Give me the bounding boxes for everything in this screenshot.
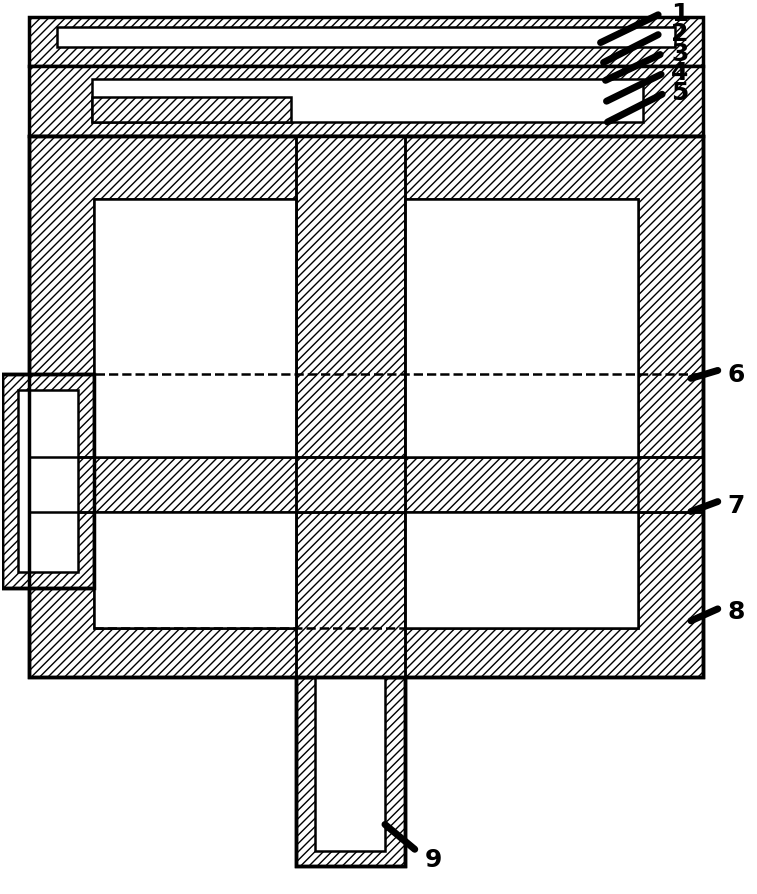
Bar xyxy=(405,199,638,628)
Bar xyxy=(295,137,405,678)
Text: 8: 8 xyxy=(727,599,745,623)
Bar xyxy=(57,28,675,47)
Bar xyxy=(94,512,295,628)
Bar xyxy=(92,80,643,123)
Bar xyxy=(405,512,638,628)
Bar xyxy=(30,458,702,512)
Bar xyxy=(94,199,295,628)
Bar xyxy=(2,375,94,588)
Bar xyxy=(2,375,94,588)
Bar xyxy=(30,137,702,678)
Bar xyxy=(405,199,638,628)
Text: 1: 1 xyxy=(671,2,689,26)
Bar xyxy=(30,18,702,67)
Text: 5: 5 xyxy=(671,81,688,105)
Bar xyxy=(405,199,638,458)
Bar xyxy=(295,137,405,678)
Bar xyxy=(30,137,702,678)
Bar xyxy=(30,458,702,512)
Text: 3: 3 xyxy=(671,41,688,65)
Text: 2: 2 xyxy=(671,21,688,46)
Bar xyxy=(94,199,295,458)
Bar xyxy=(18,391,78,572)
Text: 6: 6 xyxy=(727,363,745,387)
Bar xyxy=(295,678,405,866)
Bar xyxy=(94,199,295,628)
Bar xyxy=(30,67,702,137)
Bar xyxy=(295,678,405,866)
Text: 9: 9 xyxy=(425,848,442,872)
Bar xyxy=(92,98,291,123)
Text: 7: 7 xyxy=(727,493,745,517)
Text: 4: 4 xyxy=(671,62,688,85)
Bar xyxy=(316,678,385,851)
